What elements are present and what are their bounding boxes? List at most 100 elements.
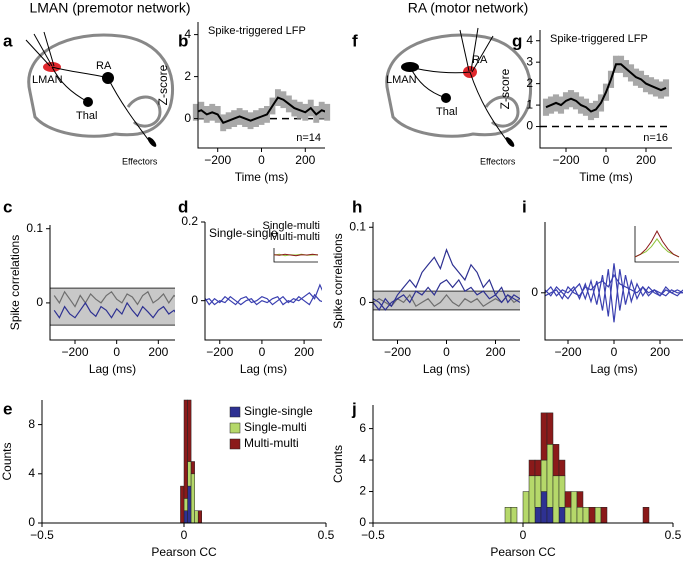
- x-tick-label: −0.5: [30, 528, 54, 542]
- panel-letter: e: [3, 399, 12, 418]
- legend-label: Multi-multi: [244, 436, 299, 450]
- y-axis-label: Counts: [0, 442, 14, 480]
- bar: [576, 491, 584, 508]
- series-line: [53, 301, 175, 319]
- y-tick-label: 1: [526, 97, 533, 111]
- x-tick-label: 0: [443, 345, 450, 359]
- y-tick-label: 4: [28, 466, 35, 480]
- y-tick-label: 0: [28, 515, 35, 529]
- bar: [594, 507, 602, 524]
- error-band: [324, 103, 331, 121]
- bar: [180, 485, 185, 524]
- cerebellum: [126, 95, 162, 128]
- x-tick-label: 0: [603, 153, 610, 167]
- panel-letter: g: [512, 31, 522, 50]
- y-tick-label: 0: [359, 295, 366, 309]
- y-tick-label: 4: [359, 452, 366, 466]
- y-axis-label: Spike correlations: [8, 235, 22, 330]
- y-tick-label: 0: [36, 295, 43, 309]
- error-band: [542, 98, 550, 116]
- y-tick-label: 0: [531, 285, 538, 299]
- chart-title: Spike-triggered LFP: [550, 33, 648, 45]
- connection: [51, 66, 151, 143]
- bar: [522, 491, 530, 524]
- y-tick-label: 3: [526, 54, 533, 68]
- y-tick-label: 6: [359, 421, 366, 435]
- y-tick-label: 0.2: [181, 214, 198, 228]
- x-axis-label: Lag (ms): [590, 362, 637, 376]
- x-tick-label: 0: [611, 345, 618, 359]
- diagram-label: Effectors: [480, 156, 516, 166]
- panel-letter: j: [351, 399, 357, 418]
- electrode: [25, 39, 51, 67]
- x-tick-label: 200: [636, 153, 656, 167]
- inset-legend-label: Single-multi: [263, 220, 320, 232]
- bar: [187, 399, 192, 462]
- series-line: [373, 278, 520, 311]
- connection: [409, 66, 509, 143]
- y-tick-label: 4: [184, 27, 191, 41]
- x-tick-label: 200: [485, 345, 505, 359]
- panel-letter: b: [178, 31, 188, 50]
- x-tick-label: −200: [554, 345, 581, 359]
- x-tick-label: −0.5: [361, 528, 385, 542]
- legend-swatch: [229, 422, 241, 434]
- series-line: [205, 283, 322, 306]
- series-line: [53, 290, 175, 308]
- y-axis-label: Z-score: [156, 64, 170, 105]
- effector: [147, 137, 157, 147]
- diagram-label: Thal: [436, 106, 457, 118]
- diagram-label: RA: [472, 54, 488, 66]
- bar: [570, 491, 578, 524]
- bar: [190, 461, 195, 475]
- bar: [187, 485, 192, 524]
- y-tick-label: 0: [191, 293, 198, 307]
- y-axis-label: Z-score: [498, 68, 512, 109]
- inset-legend-label: Multi-multi: [270, 231, 320, 243]
- bar: [540, 459, 548, 492]
- bar: [504, 507, 512, 524]
- legend-label: Single-single: [244, 404, 313, 418]
- electrode: [470, 27, 479, 72]
- diagram: a LMAN RA Thal Effectors: [3, 31, 175, 166]
- x-tick-label: −200: [552, 153, 579, 167]
- y-tick-label: 0.1: [349, 219, 366, 233]
- bar: [510, 507, 518, 524]
- legend-label: Single-multi: [244, 420, 307, 434]
- x-axis-label: Time (ms): [579, 170, 633, 184]
- panel-letter: c: [3, 197, 12, 216]
- series-line: [545, 63, 667, 113]
- bar: [197, 510, 202, 524]
- y-tick-label: 0: [359, 515, 366, 529]
- y-axis-label: Counts: [331, 445, 345, 483]
- bar: [534, 507, 542, 524]
- x-tick-label: 0.5: [665, 528, 682, 542]
- bar: [190, 473, 195, 524]
- x-tick-label: 0: [113, 345, 120, 359]
- x-tick-label: 200: [294, 345, 314, 359]
- x-tick-label: 0: [258, 153, 265, 167]
- brain-outline: [385, 33, 533, 138]
- cerebellum: [484, 95, 520, 128]
- axes-spine: [49, 225, 175, 341]
- y-tick-label: 2: [359, 484, 366, 498]
- x-tick-label: 0: [259, 345, 266, 359]
- panel-letter: d: [178, 197, 188, 216]
- diagram-label: LMAN: [32, 74, 63, 86]
- legend-swatch: [229, 438, 241, 450]
- bar: [564, 491, 572, 508]
- bar: [642, 507, 650, 524]
- electrode: [33, 33, 53, 67]
- inset-axes: [634, 226, 679, 263]
- series-line: [205, 293, 322, 306]
- bar: [576, 507, 584, 524]
- diagram-label: LMAN: [386, 74, 417, 86]
- panel-letter: a: [3, 31, 13, 50]
- bar: [540, 412, 548, 461]
- x-axis-label: Time (ms): [235, 170, 289, 184]
- panel-letter: i: [522, 197, 527, 216]
- effector: [505, 137, 515, 147]
- annotation: n=14: [296, 132, 321, 144]
- series-line: [545, 273, 683, 300]
